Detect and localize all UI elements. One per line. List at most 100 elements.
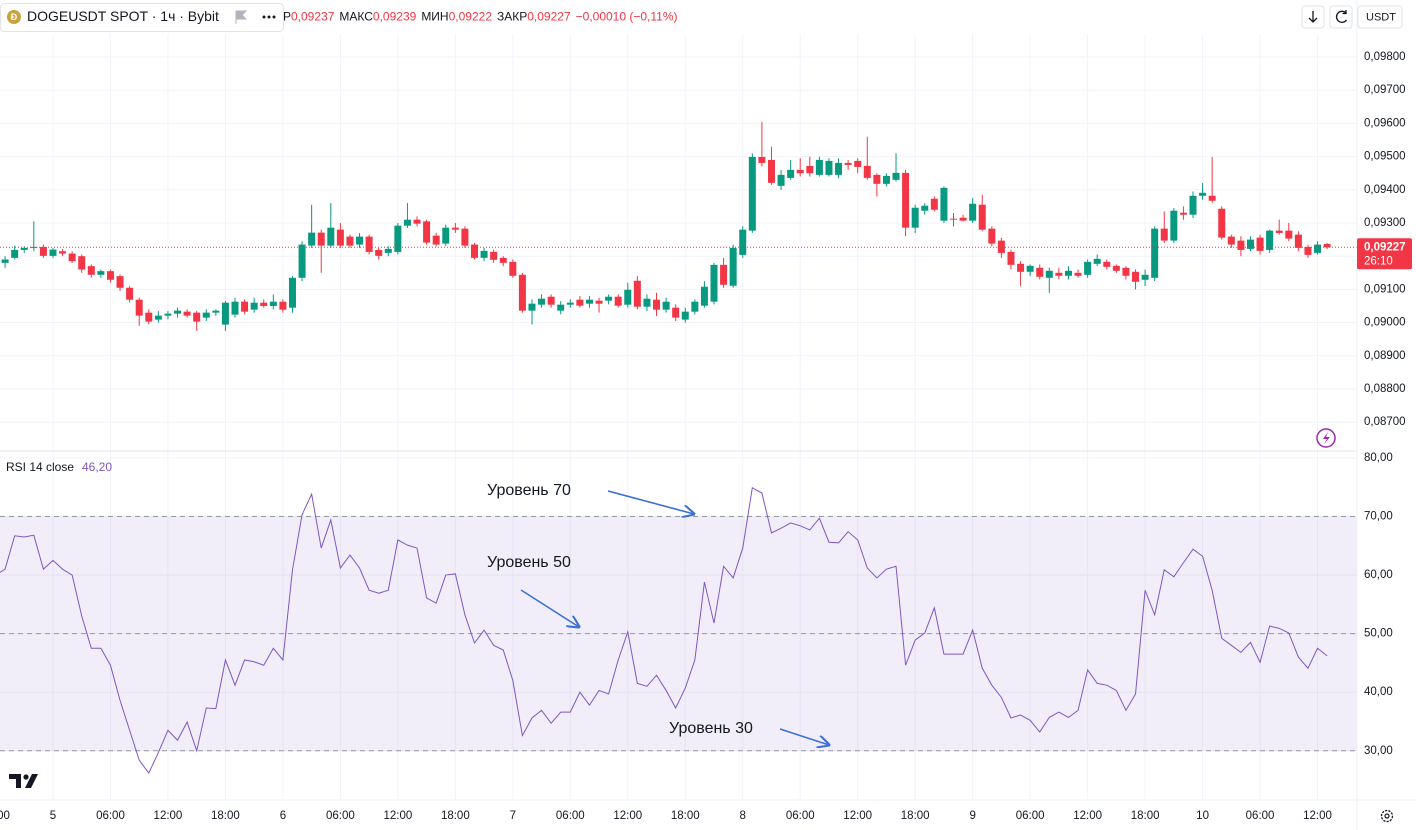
candle-body <box>1160 228 1168 241</box>
candle-body <box>1141 274 1149 280</box>
symbol-title[interactable]: DOGEUSDT SPOT · 1ч · Bybit <box>27 8 219 24</box>
candle-body <box>854 160 862 167</box>
x-tick-label: 12:00 <box>1303 810 1332 822</box>
candle-body <box>250 302 258 310</box>
last-price-box <box>1357 238 1412 270</box>
candle-body <box>499 257 507 263</box>
x-tick-label: 5 <box>50 810 56 822</box>
candle-body <box>39 246 47 256</box>
settings-button[interactable] <box>1380 809 1394 823</box>
candle-body <box>892 172 900 180</box>
candle-body <box>739 229 747 255</box>
lightning <box>1323 432 1330 444</box>
candle-body <box>106 271 114 280</box>
last-price-label: 0,09227 <box>1364 241 1406 253</box>
currency-label[interactable]: USDT <box>1366 11 1396 23</box>
annotation: Уровень 70 <box>487 482 571 499</box>
annotations: Уровень 70 Уровень 50 Уровень 30 <box>487 482 829 745</box>
candle-body <box>1017 263 1025 272</box>
candle-body <box>509 261 517 276</box>
candle-body <box>1304 246 1312 255</box>
more-icon[interactable] <box>262 15 276 19</box>
candle-body <box>930 198 938 210</box>
currency-button[interactable] <box>1357 5 1403 29</box>
candle-body <box>288 277 296 308</box>
flag-icon[interactable] <box>235 10 248 24</box>
candle-body <box>1227 236 1235 245</box>
y-tick-label: 40,00 <box>1364 686 1393 698</box>
candle-body <box>1093 258 1101 264</box>
candle-body <box>681 311 689 320</box>
coin-icon-glyph: Ð <box>11 12 18 22</box>
candle-body <box>365 236 373 252</box>
candle-body <box>585 299 593 304</box>
x-tick-label: 18:00 <box>1131 810 1160 822</box>
candle-body <box>78 256 86 270</box>
candle-body <box>1151 228 1159 278</box>
alert-icon[interactable] <box>1316 428 1336 448</box>
legend-value: 0,09239 <box>373 10 417 24</box>
candle-body <box>950 218 957 220</box>
y-tick-label: 0,09500 <box>1364 151 1406 163</box>
candle-body <box>327 227 335 246</box>
candle-body <box>1055 272 1063 276</box>
x-tick-label: 18:00 <box>671 810 700 822</box>
candle-body <box>154 315 162 320</box>
annotation-arrow <box>520 589 579 627</box>
candle-body <box>116 276 124 288</box>
candle-body <box>538 298 546 305</box>
candle-body <box>997 240 1005 253</box>
y-tick-label: 60,00 <box>1364 569 1393 581</box>
x-tick-label: 06:00 <box>1016 810 1045 822</box>
candle-body <box>547 296 555 305</box>
annotation-arrow <box>607 490 694 514</box>
candle-body <box>1208 195 1216 201</box>
x-tick-label: 8 <box>740 810 746 822</box>
candle-body <box>806 165 814 174</box>
y-tick-label: 0,09300 <box>1364 217 1406 229</box>
candle-body <box>126 287 134 300</box>
candle-body <box>1246 239 1254 249</box>
candle-body <box>691 301 699 312</box>
symbol-box[interactable] <box>0 3 284 32</box>
refresh-icon <box>1335 10 1348 23</box>
candle-body <box>1294 234 1302 248</box>
legend-value: 0,09222 <box>449 10 493 24</box>
candle-body <box>605 296 613 301</box>
logo-part <box>25 774 38 788</box>
x-tick-label: 12:00 <box>154 810 183 822</box>
candle-body <box>1199 192 1207 196</box>
symbol-header[interactable]: Ð DOGEUSDT SPOT · 1ч · Bybit <box>0 3 284 32</box>
candle-body <box>911 207 919 228</box>
candle-body <box>882 175 890 184</box>
candle-body <box>308 232 316 246</box>
candle-body <box>518 274 526 311</box>
candle-body <box>729 247 737 286</box>
candle-body <box>97 271 105 275</box>
x-tick-label: 18:00 <box>211 810 240 822</box>
candle-body <box>758 156 766 163</box>
y-tick-label: 70,00 <box>1364 510 1393 522</box>
x-tick-label: 12:00 <box>383 810 412 822</box>
candle-body <box>672 307 680 318</box>
candle-body <box>528 303 536 311</box>
y-tick-label: 0,08700 <box>1364 416 1406 428</box>
rsi-title[interactable]: RSI 14 close <box>6 460 74 474</box>
candle-body <box>1132 271 1140 282</box>
x-tick-label: 12:00 <box>1073 810 1102 822</box>
candle-body <box>231 301 239 315</box>
reset-button[interactable] <box>1329 5 1353 29</box>
gear-inner <box>1384 813 1390 819</box>
candle-body <box>566 302 574 305</box>
candle-body <box>59 251 67 254</box>
axes: 0,09800 0,09700 0,09600 0,09500 0,09400 0,093… <box>0 51 1406 822</box>
candle-body <box>700 286 708 306</box>
candle-body <box>1 259 9 263</box>
candle-body <box>87 266 95 275</box>
candle-body <box>279 301 287 310</box>
candle-body <box>1266 230 1274 250</box>
candle-body <box>1275 230 1283 233</box>
plot-area <box>0 121 1357 775</box>
legend-value: 0,09237 <box>291 10 335 24</box>
